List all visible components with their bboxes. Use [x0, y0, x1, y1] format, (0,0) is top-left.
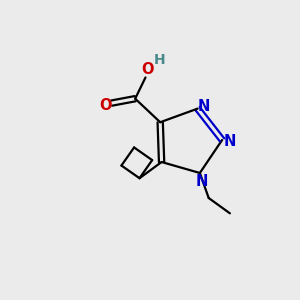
Text: O: O [142, 62, 154, 77]
Text: N: N [198, 99, 210, 114]
Text: N: N [223, 134, 236, 149]
Text: O: O [99, 98, 111, 113]
Text: N: N [195, 174, 208, 189]
Text: H: H [154, 53, 165, 67]
